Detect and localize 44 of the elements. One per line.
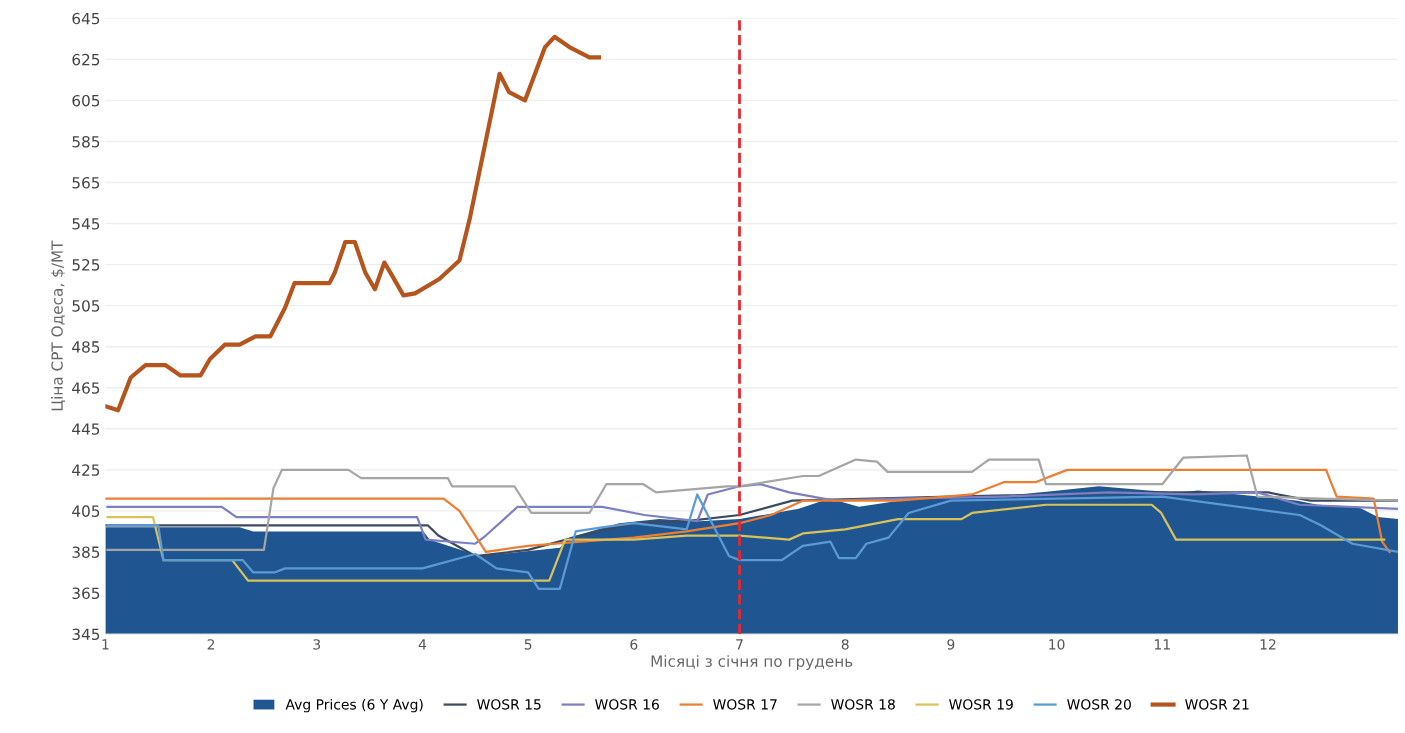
legend-label: WOSR 18 <box>831 699 895 710</box>
line-series <box>105 34 602 413</box>
y-tick-label: 645 <box>72 12 100 25</box>
x-tick-label: 10 <box>1049 639 1065 650</box>
line-series <box>106 493 1398 590</box>
y-tick-label: 545 <box>72 218 100 230</box>
line-series <box>106 483 1398 545</box>
y-tick-label: 465 <box>72 382 100 394</box>
y-axis-title: Ціна CPT Одеса, $/MT <box>51 240 66 411</box>
legend-label: WOSR 15 <box>477 699 541 710</box>
y-tick-label: 485 <box>72 341 100 353</box>
x-tick-label: 9 <box>947 639 955 650</box>
y-tick-label: 385 <box>72 546 100 558</box>
y-tick-label: 505 <box>72 300 100 312</box>
y-tick-label: 585 <box>72 135 100 148</box>
line-series <box>105 468 1391 554</box>
x-tick-label: 12 <box>1260 639 1276 650</box>
x-tick-label: 7 <box>736 639 743 650</box>
legend-label: WOSR 19 <box>949 699 1013 710</box>
line-series <box>106 503 1386 582</box>
x-tick-label: 3 <box>313 639 321 650</box>
legend-label: WOSR 17 <box>713 699 777 710</box>
y-tick-label: 445 <box>72 423 100 435</box>
legend-label: WOSR 21 <box>1185 699 1249 710</box>
y-tick-label: 365 <box>72 587 100 600</box>
y-tick-label: 625 <box>72 53 100 66</box>
y-tick-label: 605 <box>72 94 100 107</box>
y-tick-label: 405 <box>72 505 100 517</box>
y-tick-label: 565 <box>72 176 100 189</box>
y-tick-label: 525 <box>72 259 100 271</box>
legend-label: WOSR 20 <box>1067 699 1131 710</box>
legend-label: Avg Prices (6 Y Avg) <box>285 698 423 713</box>
x-tick-label: 1 <box>102 639 109 650</box>
line-series <box>106 454 1398 552</box>
x-tick-label: 4 <box>418 639 427 650</box>
y-tick-label: 345 <box>72 628 100 641</box>
x-tick-label: 2 <box>207 639 215 650</box>
x-axis-title: Місяці з січня по грудень <box>651 655 853 670</box>
x-tick-label: 11 <box>1154 639 1170 650</box>
y-tick-label: 425 <box>72 464 100 476</box>
x-tick-label: 5 <box>524 639 532 650</box>
x-tick-label: 8 <box>841 639 849 650</box>
x-tick-label: 6 <box>630 639 638 650</box>
legend-label: WOSR 16 <box>595 699 659 710</box>
